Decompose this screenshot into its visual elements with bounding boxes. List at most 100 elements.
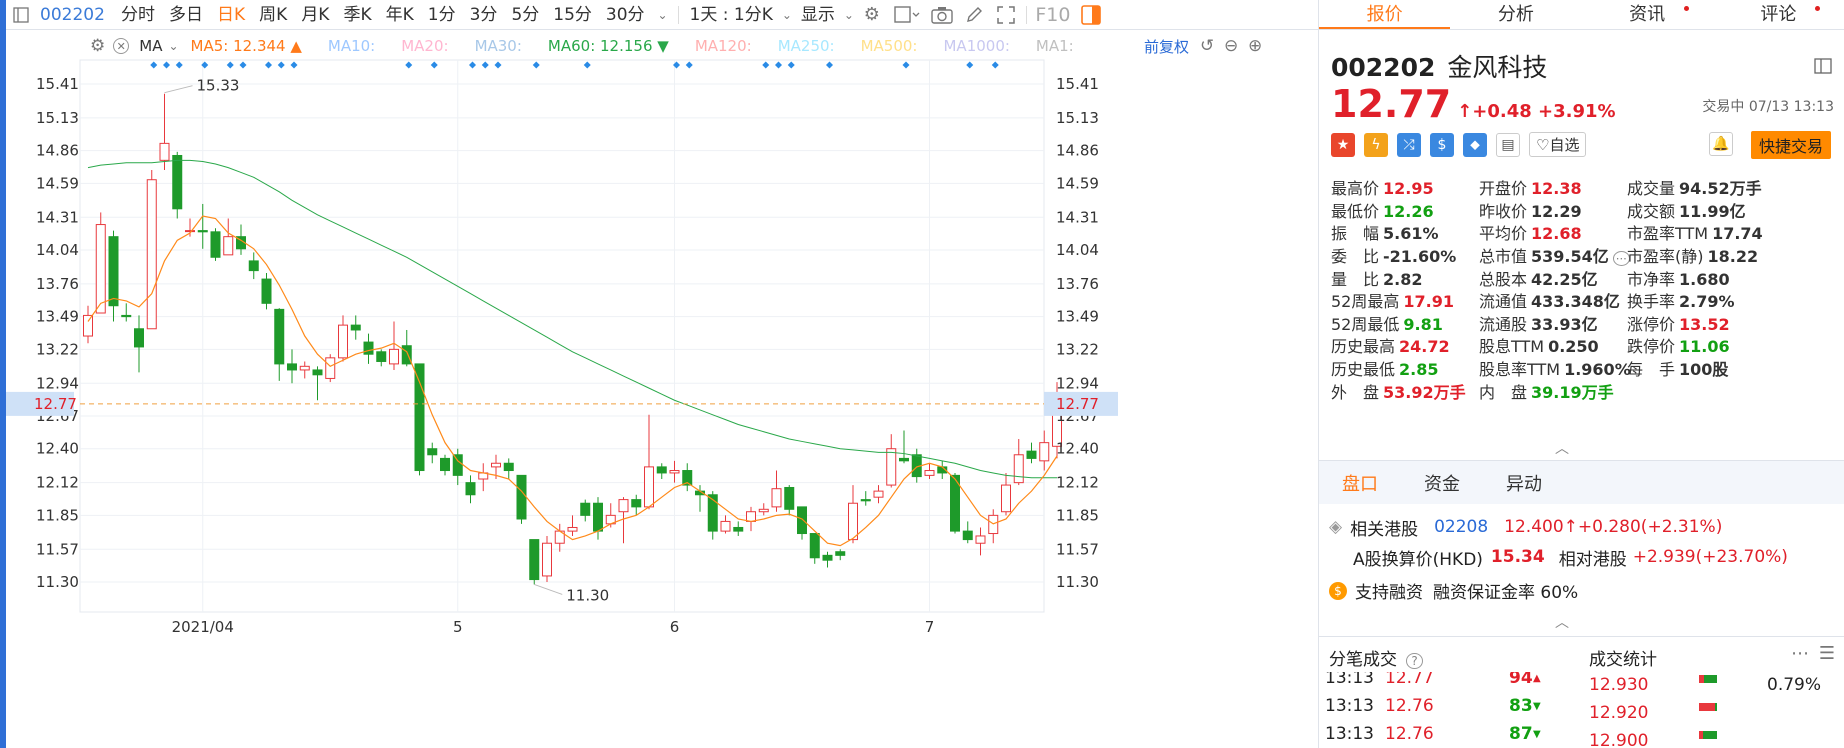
fullscreen-icon[interactable] — [990, 0, 1022, 30]
gear-icon[interactable]: ⚙ — [863, 4, 880, 25]
event-markers — [150, 61, 999, 69]
more-icon[interactable]: ⋯ — [1791, 643, 1809, 664]
sub-tab[interactable]: 盘口 — [1342, 473, 1378, 495]
period-tab[interactable]: 分时 — [121, 4, 155, 25]
camera-icon[interactable] — [926, 0, 958, 30]
kline-chart[interactable]: 15.41 15.13 14.86 14.59 14.31 14.04 13.76 13.49… — [6, 30, 1318, 748]
candle — [516, 474, 527, 524]
list-icon[interactable]: ☰ — [1818, 643, 1835, 664]
period-tab[interactable]: 日K — [217, 4, 246, 25]
ma-legend-item[interactable]: MA120: — [694, 37, 752, 55]
candle-body — [503, 462, 514, 472]
period-select[interactable]: 1天 : 1分K — [689, 4, 773, 25]
chevron-down-icon[interactable]: ⌄ — [843, 7, 854, 22]
ma-legend-item[interactable]: MA1: — [1035, 37, 1074, 55]
adjust-select[interactable]: 前复权 — [1144, 37, 1190, 56]
period-tab[interactable]: 月K — [301, 4, 330, 25]
stat-label: 最低价 — [1331, 201, 1380, 221]
candle — [962, 521, 973, 544]
divider — [1025, 5, 1027, 24]
hk-code[interactable]: 02208 — [1434, 517, 1489, 537]
sub-tab[interactable]: 异动 — [1506, 473, 1542, 495]
shuffle-icon[interactable]: ⤮ — [1397, 132, 1421, 157]
candle-body — [363, 341, 374, 355]
ma-legend-item[interactable]: MA10: — [327, 37, 376, 55]
stat-cell: 52周最高 17.91 — [1331, 288, 1454, 312]
stat-price: 12.920 — [1589, 703, 1649, 723]
zoom-out-icon[interactable]: ⊖ — [1224, 36, 1239, 56]
lightning-icon[interactable]: ϟ — [1364, 132, 1388, 157]
zoom-in-icon[interactable]: ⊕ — [1248, 36, 1263, 56]
candle-body — [197, 230, 208, 233]
arrow-down-icon: ▼ — [1533, 701, 1541, 712]
undo-icon[interactable]: ↺ — [1200, 36, 1215, 56]
stock-code[interactable]: 002202 — [40, 4, 105, 25]
ma-legend-item[interactable]: MA500: — [860, 37, 918, 55]
ma-legend-item[interactable]: MA30: — [474, 37, 522, 55]
candle-body — [618, 499, 629, 513]
panel-tab[interactable]: 资讯 — [1582, 0, 1713, 29]
flag-icon[interactable]: ★ — [1331, 132, 1355, 157]
chevron-up-icon[interactable]: ︿ — [1555, 615, 1569, 631]
chevron-down-icon[interactable]: ⌄ — [657, 7, 668, 22]
more-icon[interactable]: ⋯ — [1612, 251, 1630, 267]
y-tick-label: 12.12 — [36, 474, 79, 492]
stat-value: 12.38 — [1531, 179, 1582, 199]
panel-tab[interactable]: 分析 — [1497, 4, 1534, 25]
candle — [287, 349, 297, 384]
period-tab[interactable]: 30分 — [605, 4, 645, 25]
close-icon[interactable]: ✕ — [113, 38, 130, 54]
tag-icon[interactable]: ⬥ — [1463, 132, 1487, 157]
candle-body — [567, 526, 578, 532]
bell-icon[interactable]: 🔔 — [1709, 132, 1733, 156]
period-tab[interactable]: 1分 — [427, 4, 456, 25]
gear-icon[interactable]: ⚙ — [90, 36, 106, 56]
bookmark-icon[interactable]: ▤ — [1496, 132, 1520, 157]
ma-legend-item[interactable]: MA60: 12.156 ▼ — [547, 37, 669, 55]
quick-trade-button[interactable]: 快捷交易 — [1751, 131, 1832, 159]
ma-select[interactable]: MA — [139, 37, 163, 55]
stat-label: 委 比 — [1331, 247, 1380, 267]
display-menu[interactable]: 显示 — [800, 4, 835, 25]
period-tab[interactable]: 多日 — [169, 4, 203, 25]
side-panel-icon[interactable] — [1075, 0, 1107, 30]
f10-button[interactable]: F10 — [1035, 3, 1071, 26]
ma-legend-item[interactable]: MA20: — [401, 37, 449, 55]
chevron-down-icon[interactable]: ⌄ — [168, 39, 179, 53]
sidebar-toggle-icon[interactable] — [6, 0, 36, 30]
pen-icon[interactable] — [958, 0, 990, 30]
sub-tab[interactable]: 资金 — [1424, 473, 1460, 495]
chevron-down-icon[interactable]: ⌄ — [781, 7, 792, 22]
stat-value: 12.26 — [1383, 201, 1434, 221]
stat-cell: 量 比 2.82 — [1331, 266, 1423, 290]
dollar-icon[interactable]: $ — [1430, 132, 1454, 157]
candle — [682, 463, 693, 492]
period-tab[interactable]: 5分 — [511, 4, 540, 25]
help-icon[interactable]: ? — [1406, 653, 1423, 669]
square-icon[interactable] — [888, 0, 926, 30]
panel-tab[interactable]: 报价 — [1319, 0, 1451, 29]
period-tab[interactable]: 季K — [343, 4, 372, 25]
stat-cell: 最低价 12.26 — [1331, 198, 1434, 222]
chevron-up-icon[interactable]: ︿ — [1555, 441, 1569, 457]
add-watchlist-button[interactable]: ♡自选 — [1529, 132, 1587, 157]
layout-icon[interactable] — [1814, 58, 1832, 78]
candle-body — [682, 470, 693, 486]
x-axis: 2021/04 5 6 7 — [172, 618, 935, 636]
candle — [656, 463, 667, 480]
stat-value: 42.25亿 — [1531, 269, 1598, 289]
period-tab[interactable]: 3分 — [469, 4, 498, 25]
stack-icon: ◈ — [1329, 517, 1343, 537]
quick-icon-row: ★ ϟ ⤮ $ ⬥ ▤ ♡自选 — [1331, 132, 1587, 157]
ma-legend-item[interactable]: MA250: — [777, 37, 835, 55]
period-tab[interactable]: 年K — [385, 4, 414, 25]
candle — [809, 533, 820, 564]
panel-tab[interactable]: 评论 — [1713, 0, 1844, 29]
ma-legend-item[interactable]: MA1000: — [943, 37, 1010, 55]
period-tab[interactable]: 周K — [259, 4, 288, 25]
tick-row: 13:13 12.76 83 ▼ — [1319, 692, 1844, 720]
stat-value: 5.61% — [1383, 224, 1439, 244]
period-tab[interactable]: 15分 — [553, 4, 592, 25]
ma-legend-item[interactable]: MA5: 12.344 ▲ — [190, 37, 302, 55]
y-tick-label: 13.22 — [36, 340, 79, 358]
